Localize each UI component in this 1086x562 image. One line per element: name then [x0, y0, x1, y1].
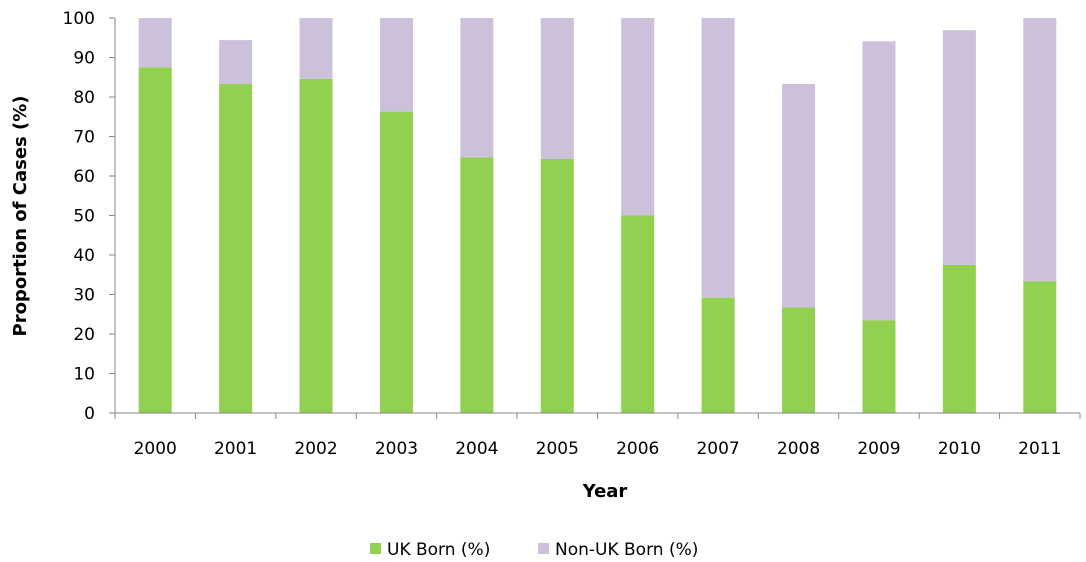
legend-label-uk-born: UK Born (%): [387, 540, 490, 560]
bar-uk-born-2005: [540, 159, 574, 413]
bar-non-uk-born-2001: [219, 40, 253, 84]
x-tick-label-2003: 2003: [375, 439, 418, 459]
bar-uk-born-2006: [621, 215, 655, 413]
bar-non-uk-born-2008: [782, 83, 816, 308]
bar-non-uk-born-2004: [460, 18, 494, 158]
bar-uk-born-2002: [299, 78, 333, 413]
y-axis-title: Proportion of Cases (%): [10, 96, 31, 337]
y-tick-label: 60: [73, 167, 95, 187]
y-tick-label: 40: [73, 246, 95, 266]
y-tick-label: 90: [73, 49, 95, 69]
bar-uk-born-2011: [1023, 281, 1057, 413]
y-tick-label: 50: [73, 207, 95, 227]
y-tick-label: 100: [63, 9, 95, 29]
bars-group: [138, 18, 1057, 414]
x-tick-label-2006: 2006: [616, 439, 659, 459]
bar-non-uk-born-2007: [701, 18, 735, 298]
bar-uk-born-2009: [862, 320, 896, 413]
x-tick-label-2002: 2002: [294, 439, 337, 459]
y-tick-label: 70: [73, 128, 95, 148]
y-tick-label: 20: [73, 325, 95, 345]
x-tick-label-2010: 2010: [938, 439, 981, 459]
legend-swatch-non-uk-born: [538, 543, 549, 554]
bar-non-uk-born-2003: [379, 18, 413, 112]
y-tick-label: 30: [73, 286, 95, 306]
x-tick-label-2000: 2000: [134, 439, 177, 459]
y-tick-label: 80: [73, 88, 95, 108]
x-tick-label-2008: 2008: [777, 439, 820, 459]
bar-uk-born-2004: [460, 157, 494, 413]
bar-uk-born-2003: [379, 111, 413, 414]
bar-non-uk-born-2011: [1023, 18, 1057, 282]
axes-group: 0 10 20 30 40 50 60 70 80 90 100 2000 2001 2002 2003 20…: [63, 9, 1081, 459]
bar-non-uk-born-2006: [621, 18, 655, 216]
y-tick-label: 10: [73, 365, 95, 385]
x-axis-title: Year: [582, 481, 628, 502]
bar-uk-born-2007: [701, 297, 735, 413]
legend-swatch-uk-born: [370, 543, 381, 554]
x-tick-label-2009: 2009: [857, 439, 900, 459]
legend-label-non-uk-born: Non-UK Born (%): [555, 540, 698, 560]
bar-uk-born-2000: [138, 67, 172, 413]
x-tick-label-2004: 2004: [455, 439, 498, 459]
bar-non-uk-born-2002: [299, 18, 333, 79]
bar-non-uk-born-2010: [942, 30, 976, 265]
bar-uk-born-2008: [782, 307, 816, 413]
bar-non-uk-born-2009: [862, 41, 896, 321]
legend: UK Born (%) Non-UK Born (%): [370, 540, 698, 560]
bar-uk-born-2010: [942, 264, 976, 413]
x-tick-label-2007: 2007: [696, 439, 739, 459]
bar-non-uk-born-2000: [138, 18, 172, 68]
x-tick-label-2001: 2001: [214, 439, 257, 459]
y-tick-label: 0: [84, 404, 95, 424]
bar-uk-born-2001: [219, 83, 253, 413]
x-tick-label-2011: 2011: [1018, 439, 1061, 459]
bar-non-uk-born-2005: [540, 18, 574, 160]
x-tick-label-2005: 2005: [536, 439, 579, 459]
